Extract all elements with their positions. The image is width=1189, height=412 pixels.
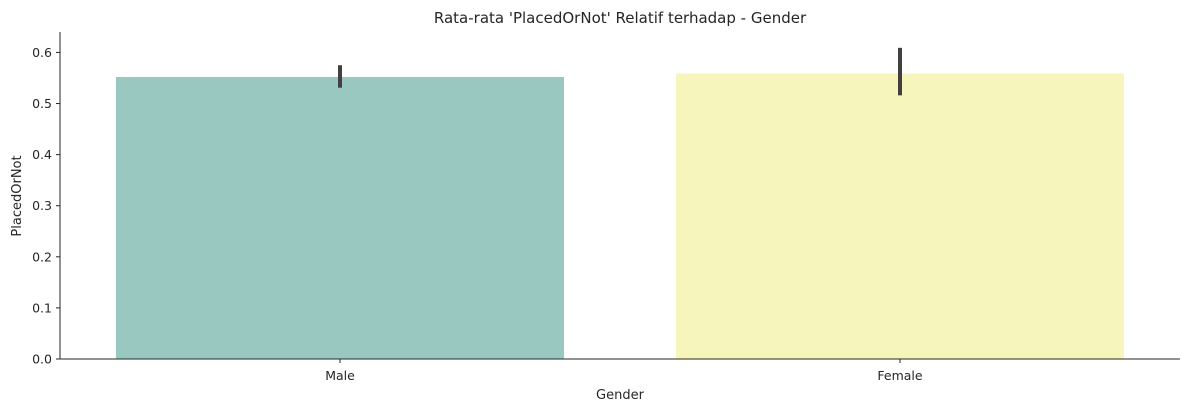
bars-layer bbox=[116, 73, 1124, 360]
y-tick-label: 0.5 bbox=[32, 96, 52, 111]
error-bars-layer bbox=[338, 47, 902, 96]
bar-male bbox=[116, 76, 564, 360]
bar-female bbox=[676, 73, 1124, 360]
y-axis-label: PlacedOrNot bbox=[10, 155, 25, 236]
y-ticks: 0.0 0.1 0.2 0.3 0.4 0.5 0.6 bbox=[32, 45, 60, 367]
y-tick-label: 0.6 bbox=[32, 45, 52, 60]
y-tick-label: 0.0 bbox=[32, 352, 52, 367]
axes-layer bbox=[59, 32, 1180, 360]
x-ticks: Male Female bbox=[325, 359, 923, 383]
y-tick-label: 0.2 bbox=[32, 249, 52, 264]
chart-title: Rata-rata 'PlacedOrNot' Relatif terhadap… bbox=[434, 9, 807, 27]
x-axis-label: Gender bbox=[596, 388, 645, 403]
y-tick-label: 0.4 bbox=[32, 147, 52, 162]
y-tick-label: 0.3 bbox=[32, 198, 52, 213]
x-tick-label: Female bbox=[877, 368, 923, 383]
x-tick-label: Male bbox=[325, 368, 355, 383]
y-tick-label: 0.1 bbox=[32, 300, 52, 315]
